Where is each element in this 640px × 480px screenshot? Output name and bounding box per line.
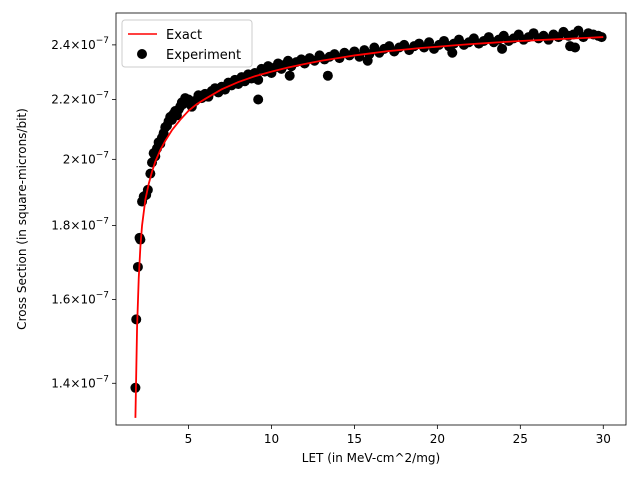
y-tick-label: 1.4×10−7 xyxy=(51,374,109,390)
x-axis-label: LET (in MeV-cm^2/mg) xyxy=(302,451,440,465)
experiment-point xyxy=(322,70,333,81)
x-tick-label: 10 xyxy=(264,432,279,446)
exact-line xyxy=(134,36,604,418)
x-tick-label: 30 xyxy=(596,432,611,446)
legend: Exact Experiment xyxy=(121,19,253,68)
experiment-point xyxy=(362,55,373,66)
x-tick-label: 20 xyxy=(430,432,445,446)
legend-exact-label: Exact xyxy=(166,28,202,43)
x-tick-label: 5 xyxy=(185,432,193,446)
y-tick-label: 2×10−7 xyxy=(63,150,109,166)
legend-box xyxy=(121,19,253,68)
y-tick-exponent: −7 xyxy=(96,216,109,226)
experiment-point xyxy=(447,47,458,58)
y-tick-mantissa: 1.6 xyxy=(51,292,70,306)
series-layer xyxy=(130,25,607,418)
y-axis-ticks: 1.4×10−71.6×10−71.8×10−72×10−72.2×10−72.… xyxy=(51,36,116,390)
y-tick-mantissa: 2.2 xyxy=(51,93,70,107)
y-tick-label: 1.8×10−7 xyxy=(51,216,109,232)
y-tick-mantissa: 1.8 xyxy=(51,218,70,232)
experiment-point xyxy=(497,43,508,54)
y-tick-exponent: −7 xyxy=(96,36,109,46)
y-tick-exponent: −7 xyxy=(96,150,109,160)
axes-frame xyxy=(115,12,627,426)
y-tick-mantissa: 2 xyxy=(63,152,71,166)
x-tick-label: 15 xyxy=(347,432,362,446)
experiment-point xyxy=(131,314,142,325)
x-tick-label: 25 xyxy=(513,432,528,446)
experiment-point xyxy=(253,74,264,85)
x-axis-ticks: 5 10 15 20 25 30 xyxy=(185,425,611,446)
legend-experiment-swatch xyxy=(137,49,147,59)
experiment-point xyxy=(284,70,295,81)
y-tick-mantissa: 2.4 xyxy=(51,38,70,52)
experiment-point xyxy=(570,42,581,53)
y-tick-exponent: −7 xyxy=(96,290,109,300)
y-tick-label: 2.2×10−7 xyxy=(51,91,109,107)
y-tick-exponent: −7 xyxy=(96,374,109,384)
y-tick-mantissa: 1.4 xyxy=(51,376,70,390)
experiment-point xyxy=(132,261,143,272)
experiment-point xyxy=(253,94,264,105)
y-tick-exponent: −7 xyxy=(96,91,109,101)
legend-experiment-label: Experiment xyxy=(166,48,241,63)
y-tick-label: 2.4×10−7 xyxy=(51,36,109,52)
y-axis-label: Cross Section (in square-microns/bit) xyxy=(15,108,29,330)
y-tick-label: 1.6×10−7 xyxy=(51,290,109,306)
plot-area xyxy=(130,25,607,418)
